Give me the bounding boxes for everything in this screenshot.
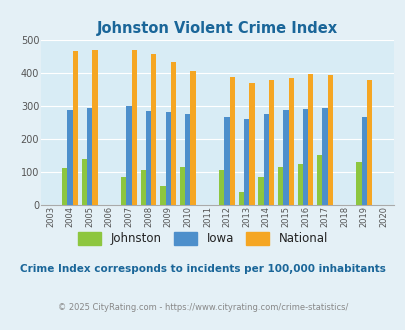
Bar	[185, 114, 190, 205]
Bar	[283, 110, 288, 205]
Bar	[258, 177, 263, 205]
Bar	[322, 108, 327, 205]
Bar	[356, 162, 361, 205]
Bar	[160, 186, 165, 205]
Bar	[263, 114, 268, 205]
Bar	[131, 50, 136, 205]
Bar	[361, 117, 366, 205]
Bar	[243, 119, 249, 205]
Bar	[81, 159, 87, 205]
Bar	[179, 167, 185, 205]
Bar	[327, 75, 332, 205]
Text: Crime Index corresponds to incidents per 100,000 inhabitants: Crime Index corresponds to incidents per…	[20, 264, 385, 274]
Bar	[145, 111, 151, 205]
Bar	[277, 167, 283, 205]
Bar	[238, 192, 243, 205]
Title: Johnston Violent Crime Index: Johnston Violent Crime Index	[96, 21, 337, 36]
Bar	[165, 112, 171, 205]
Bar	[366, 80, 371, 205]
Bar	[87, 108, 92, 205]
Bar	[126, 106, 131, 205]
Bar	[62, 168, 67, 205]
Bar	[268, 80, 273, 205]
Bar	[288, 78, 293, 205]
Bar	[121, 177, 126, 205]
Bar	[302, 109, 307, 205]
Bar	[140, 170, 145, 205]
Bar	[316, 155, 322, 205]
Bar	[307, 74, 313, 205]
Bar	[229, 77, 234, 205]
Bar	[67, 110, 72, 205]
Bar	[190, 71, 195, 205]
Bar	[72, 51, 78, 205]
Bar	[171, 62, 176, 205]
Bar	[151, 54, 156, 205]
Bar	[92, 50, 97, 205]
Bar	[249, 83, 254, 205]
Bar	[224, 117, 229, 205]
Bar	[297, 164, 302, 205]
Text: © 2025 CityRating.com - https://www.cityrating.com/crime-statistics/: © 2025 CityRating.com - https://www.city…	[58, 303, 347, 312]
Legend: Johnston, Iowa, National: Johnston, Iowa, National	[73, 227, 332, 250]
Bar	[219, 170, 224, 205]
